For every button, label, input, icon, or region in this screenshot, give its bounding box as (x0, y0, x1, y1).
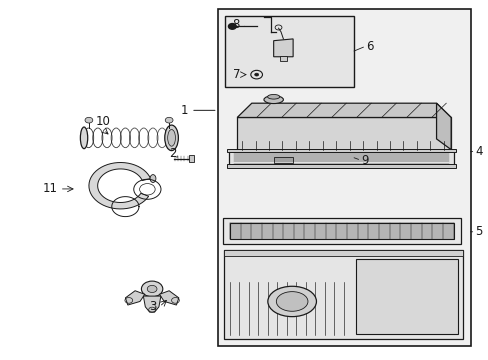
Bar (355, 258, 458, 334)
Bar (226, 149, 455, 152)
Circle shape (254, 73, 258, 76)
Text: 9: 9 (361, 154, 368, 167)
Ellipse shape (80, 127, 87, 149)
Text: 3: 3 (149, 300, 157, 313)
Bar (273, 157, 292, 163)
Ellipse shape (150, 175, 156, 183)
Circle shape (165, 117, 173, 123)
Text: 11: 11 (42, 183, 57, 195)
Polygon shape (273, 39, 292, 57)
Polygon shape (143, 296, 161, 312)
Text: 1: 1 (181, 104, 188, 117)
Text: 10: 10 (96, 115, 111, 128)
Text: 2: 2 (169, 147, 176, 160)
Polygon shape (89, 162, 150, 209)
Bar (226, 164, 455, 168)
Text: 5: 5 (474, 225, 482, 238)
Bar (217, 9, 469, 346)
Text: 4: 4 (474, 145, 482, 158)
Ellipse shape (267, 286, 316, 317)
Bar (222, 217, 460, 244)
Circle shape (85, 117, 93, 123)
Polygon shape (125, 291, 144, 305)
Bar (229, 223, 453, 239)
Ellipse shape (164, 125, 178, 150)
Bar (188, 156, 194, 162)
Bar (224, 249, 462, 256)
Bar (228, 152, 453, 165)
Bar (279, 56, 287, 61)
Text: 8: 8 (232, 18, 239, 31)
Polygon shape (436, 103, 450, 150)
Ellipse shape (167, 130, 175, 146)
Circle shape (147, 285, 157, 293)
Text: 6: 6 (366, 40, 373, 53)
Polygon shape (159, 291, 179, 305)
Ellipse shape (267, 94, 279, 99)
Bar (224, 249, 462, 339)
Ellipse shape (276, 292, 307, 311)
Bar (237, 150, 450, 157)
Circle shape (141, 281, 163, 297)
Polygon shape (237, 103, 450, 117)
Bar (224, 16, 353, 87)
Circle shape (228, 23, 236, 29)
Text: 7: 7 (232, 68, 240, 81)
Ellipse shape (264, 96, 283, 104)
Polygon shape (237, 117, 450, 150)
